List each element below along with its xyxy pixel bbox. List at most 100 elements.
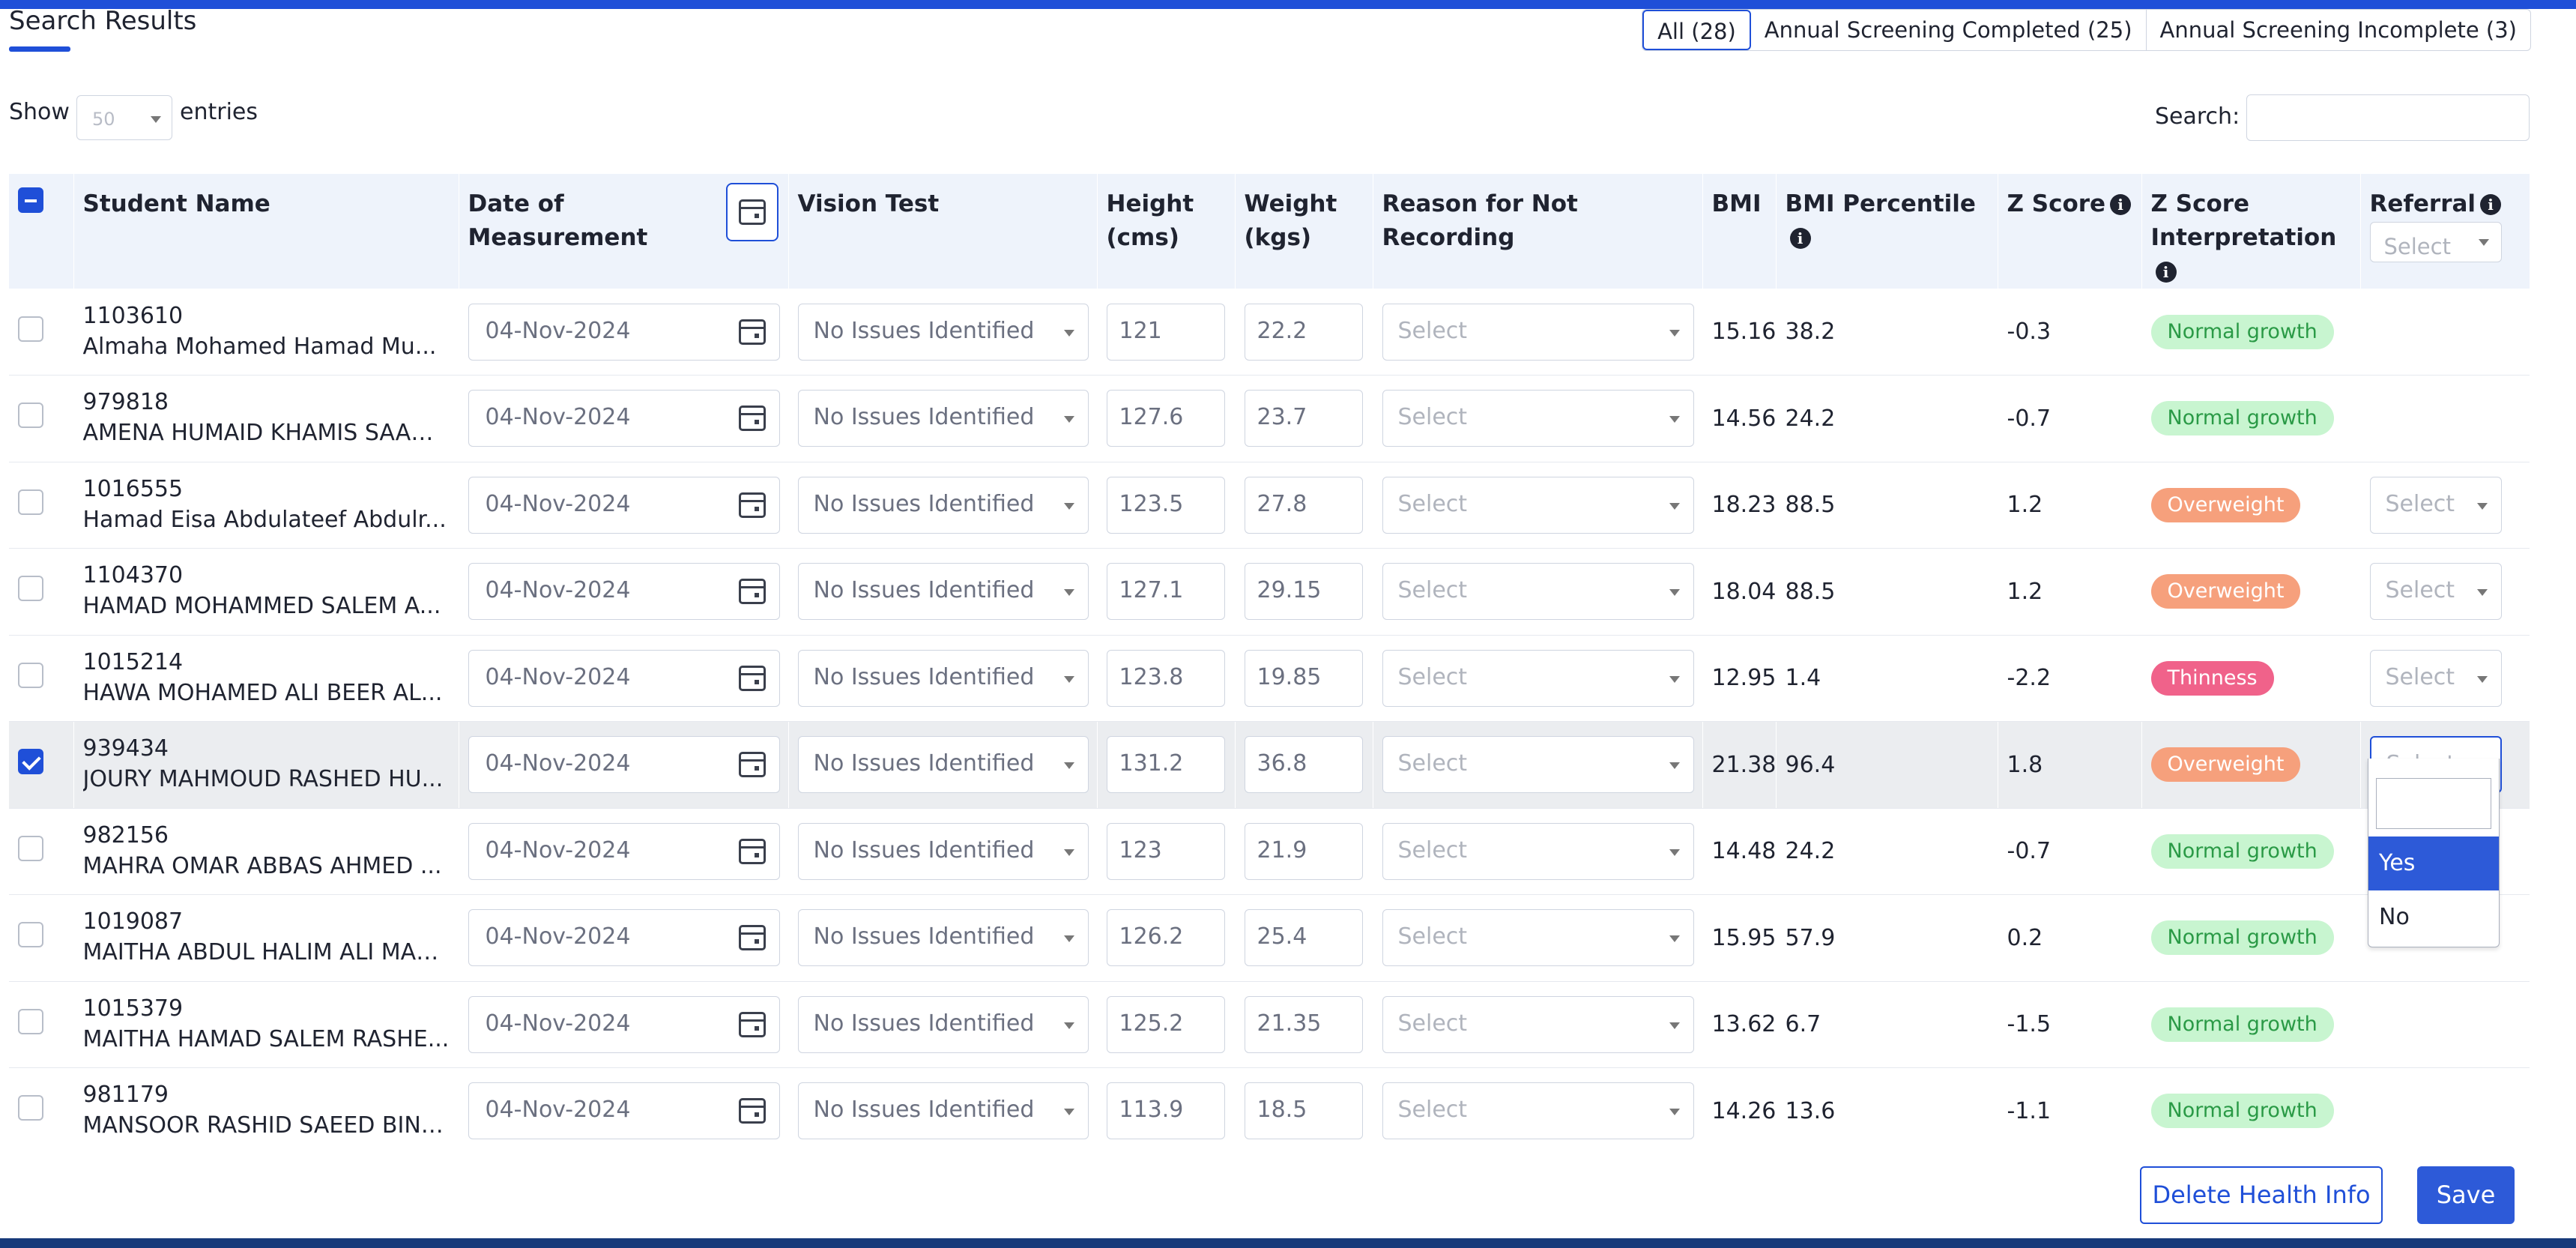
calendar-icon[interactable]: [738, 665, 766, 691]
info-icon[interactable]: i: [1789, 228, 1811, 249]
save-button[interactable]: Save: [2417, 1166, 2515, 1224]
row-checkbox[interactable]: [18, 489, 43, 515]
table-row[interactable]: 1016555 Hamad Eisa Abdulateef Abdulr... 04…: [9, 462, 2530, 549]
reason-select[interactable]: Select: [1382, 303, 1694, 361]
table-row[interactable]: 1015379 MAITHA HAMAD SALEM RASHE... 04-Nov…: [9, 981, 2530, 1068]
vision-select[interactable]: No Issues Identified: [797, 476, 1089, 534]
row-checkbox[interactable]: [18, 922, 43, 948]
date-field[interactable]: 04-Nov-2024: [468, 476, 780, 534]
height-input[interactable]: 127.6: [1106, 390, 1225, 447]
col-height[interactable]: Height (cms): [1097, 174, 1236, 289]
height-input[interactable]: 126.2: [1106, 909, 1225, 967]
col-z-interp[interactable]: Z Score Interpretation i: [2141, 174, 2361, 289]
height-input[interactable]: 125.2: [1106, 995, 1225, 1053]
table-row[interactable]: 1019087 MAITHA ABDUL HALIM ALI MAZ... 04-N…: [9, 894, 2530, 982]
date-field[interactable]: 04-Nov-2024: [468, 390, 780, 447]
table-row[interactable]: 1015214 HAWA MOHAMED ALI BEER AL... 04-Nov…: [9, 635, 2530, 722]
weight-input[interactable]: 23.7: [1244, 390, 1363, 447]
date-field[interactable]: 04-Nov-2024: [468, 995, 780, 1053]
col-reason[interactable]: Reason for Not Recording: [1373, 174, 1703, 289]
select-all-checkbox[interactable]: [18, 187, 43, 213]
col-z-score[interactable]: Z Score i: [1998, 174, 2142, 289]
date-field[interactable]: 04-Nov-2024: [468, 1082, 780, 1140]
height-input[interactable]: 113.9: [1106, 1082, 1225, 1140]
reason-select[interactable]: Select: [1382, 649, 1694, 707]
row-checkbox[interactable]: [18, 1008, 43, 1034]
weight-input[interactable]: 29.15: [1244, 563, 1363, 621]
weight-input[interactable]: 27.8: [1244, 476, 1363, 534]
reason-select[interactable]: Select: [1382, 909, 1694, 967]
info-icon[interactable]: i: [2110, 194, 2132, 215]
reason-select[interactable]: Select: [1382, 476, 1694, 534]
referral-option-no[interactable]: No: [2379, 904, 2410, 930]
table-row[interactable]: 979818 AMENA HUMAID KHAMIS SAAD... 04-Nov-…: [9, 375, 2530, 462]
weight-input[interactable]: 36.8: [1244, 736, 1363, 794]
calendar-icon[interactable]: [738, 752, 766, 778]
calendar-icon[interactable]: [738, 406, 766, 432]
calendar-icon[interactable]: [738, 1098, 766, 1124]
entries-select[interactable]: 50: [76, 95, 172, 140]
height-input[interactable]: 121: [1106, 303, 1225, 361]
height-input[interactable]: 131.2: [1106, 736, 1225, 794]
height-input[interactable]: 123.8: [1106, 649, 1225, 707]
tab-screening-incomplete[interactable]: Annual Screening Incomplete (3): [2159, 17, 2517, 43]
tab-all[interactable]: All (28): [1642, 10, 1751, 50]
reason-select[interactable]: Select: [1382, 1082, 1694, 1140]
bulk-date-button[interactable]: [725, 183, 778, 241]
height-input[interactable]: 127.1: [1106, 563, 1225, 621]
height-input[interactable]: 123.5: [1106, 476, 1225, 534]
calendar-icon[interactable]: [738, 925, 766, 951]
vision-select[interactable]: No Issues Identified: [797, 563, 1089, 621]
col-date-label[interactable]: Date of Measurement: [468, 190, 648, 251]
vision-select[interactable]: No Issues Identified: [797, 909, 1089, 967]
vision-select[interactable]: No Issues Identified: [797, 1082, 1089, 1140]
date-field[interactable]: 04-Nov-2024: [468, 909, 780, 967]
calendar-icon[interactable]: [738, 838, 766, 864]
reason-select[interactable]: Select: [1382, 390, 1694, 447]
referral-select[interactable]: Select: [2369, 649, 2502, 707]
tab-screening-completed[interactable]: Annual Screening Completed (25): [1751, 10, 2147, 50]
weight-input[interactable]: 18.5: [1244, 1082, 1363, 1140]
reason-select[interactable]: Select: [1382, 822, 1694, 880]
row-checkbox[interactable]: [18, 1095, 43, 1121]
reason-select[interactable]: Select: [1382, 736, 1694, 794]
col-vision[interactable]: Vision Test: [788, 174, 1098, 289]
vision-select[interactable]: No Issues Identified: [797, 736, 1089, 794]
weight-input[interactable]: 25.4: [1244, 909, 1363, 967]
referral-select[interactable]: Select: [2369, 476, 2502, 534]
vision-select[interactable]: No Issues Identified: [797, 822, 1089, 880]
date-field[interactable]: 04-Nov-2024: [468, 736, 780, 794]
calendar-icon[interactable]: [738, 492, 766, 518]
weight-input[interactable]: 21.9: [1244, 822, 1363, 880]
date-field[interactable]: 04-Nov-2024: [468, 303, 780, 361]
row-checkbox[interactable]: [18, 576, 43, 602]
row-checkbox[interactable]: [18, 316, 43, 342]
referral-select[interactable]: Select: [2369, 563, 2502, 621]
calendar-icon[interactable]: [738, 1011, 766, 1037]
col-bmi[interactable]: BMI: [1702, 174, 1777, 289]
reason-select[interactable]: Select: [1382, 995, 1694, 1053]
table-row[interactable]: 981179 MANSOOR RASHID SAEED BINY... 04-Nov…: [9, 1067, 2530, 1153]
date-field[interactable]: 04-Nov-2024: [468, 822, 780, 880]
table-row[interactable]: 1103610 Almaha Mohamed Hamad Mu... 04-Nov-…: [9, 289, 2530, 376]
weight-input[interactable]: 21.35: [1244, 995, 1363, 1053]
vision-select[interactable]: No Issues Identified: [797, 995, 1089, 1053]
col-student-name[interactable]: Student Name: [73, 174, 459, 289]
referral-option-yes[interactable]: Yes: [2368, 836, 2499, 890]
vision-select[interactable]: No Issues Identified: [797, 390, 1089, 447]
search-input[interactable]: [2246, 94, 2530, 141]
table-row[interactable]: 982156 MAHRA OMAR ABBAS AHMED ... 04-Nov-2…: [9, 808, 2530, 895]
calendar-icon[interactable]: [738, 579, 766, 605]
col-weight[interactable]: Weight (kgs): [1235, 174, 1373, 289]
weight-input[interactable]: 19.85: [1244, 649, 1363, 707]
vision-select[interactable]: No Issues Identified: [797, 649, 1089, 707]
reason-select[interactable]: Select: [1382, 563, 1694, 621]
weight-input[interactable]: 22.2: [1244, 303, 1363, 361]
col-bmi-percentile[interactable]: BMI Percentile i: [1776, 174, 1998, 289]
delete-health-info-button[interactable]: Delete Health Info: [2140, 1166, 2383, 1224]
vision-select[interactable]: No Issues Identified: [797, 303, 1089, 361]
date-field[interactable]: 04-Nov-2024: [468, 649, 780, 707]
row-checkbox[interactable]: [18, 835, 43, 861]
referral-dropdown-search[interactable]: [2376, 778, 2491, 829]
referral-filter-select[interactable]: Select: [2369, 222, 2502, 262]
